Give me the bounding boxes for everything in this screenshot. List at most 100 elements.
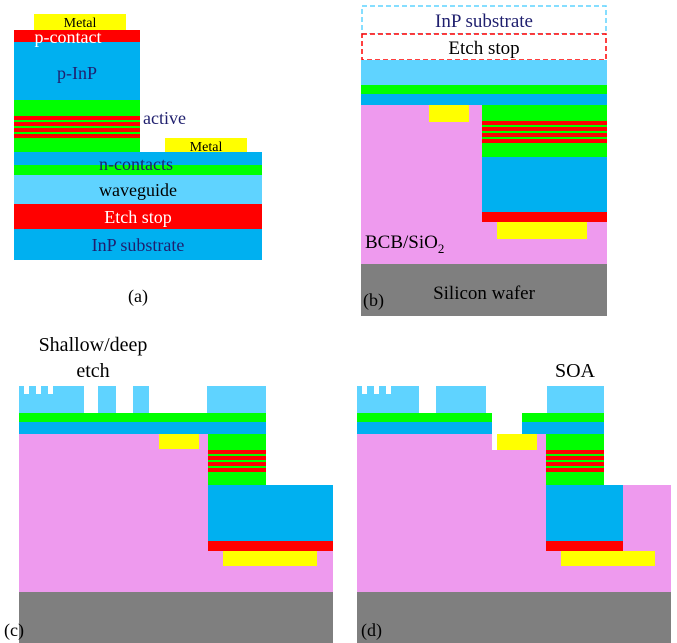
panel-d: SOA (d) [357,360,671,643]
soa-mqw-red-2 [546,456,604,460]
metal-pad-bottom [223,551,317,566]
soa-mqw-green-3 [546,466,604,468]
waveguide-layer [361,60,607,85]
waveguide-bar-mid2 [133,386,149,413]
caption-a: (a) [128,286,148,307]
active-green-top [14,100,140,116]
p-inp-layer [14,42,140,100]
shallow-etch-notch-3 [386,386,391,394]
etch-stop-label: Etch stop [448,38,519,59]
soa-label: SOA [555,360,596,382]
soa-mqw-green-2 [546,460,604,462]
active-green-bottom [14,138,140,152]
active-mqw-red-1 [14,116,140,120]
soa-mqw-red-2 [482,127,607,131]
inp-substrate-label: InP substrate [435,11,533,32]
inp-layer [361,94,607,105]
soa-mqw-red-3 [546,462,604,466]
caption-b: (b) [363,290,384,311]
active-label: active [143,108,186,128]
metal-top-label: Metal [64,16,97,31]
soa-green-top [208,434,266,450]
soa-p-contact [482,212,607,222]
metal-pad-small [497,434,537,450]
soa-p-contact [546,541,623,551]
waveguide-bar-mid1 [98,386,116,413]
metal-pad-small [159,434,199,449]
soa-green-bottom [546,472,604,485]
silicon-wafer [19,592,333,643]
panel-b: InP substrate Etch stop BCB/SiO2 Silicon… [361,5,607,316]
bcb-label-main: BCB/SiO [365,232,438,253]
panel-c: Shallow/deep etch (c) [4,334,333,643]
silicon-wafer-label: Silicon wafer [433,283,536,304]
n-contact-inp-layer [14,152,262,165]
waveguide-bar-mid [436,386,486,413]
soa-green-top [546,434,604,450]
waveguide-bar-soa [547,386,604,413]
shallow-etch-notch-3 [48,386,53,394]
p-inp-label: p-InP [57,63,97,83]
inp-layer [19,422,266,434]
silicon-wafer [357,592,671,643]
shallow-etch-notch-1 [362,386,367,394]
soa-mqw-red-2 [208,456,266,460]
soa-mqw-green-2 [482,131,607,133]
soa-mqw-red-3 [208,462,266,466]
metal-pad-bottom [497,222,587,239]
green-layer [19,413,266,422]
inp-layer-right [522,422,604,434]
soa-p-inp [208,485,333,541]
soa-p-contact [208,541,333,551]
p-contact-layer [14,30,140,42]
soa-mqw-red-1 [208,450,266,454]
metal-pad-small [429,105,469,122]
shallow-etch-notch-2 [374,386,379,394]
panel-a: Metal p-contact p-InP active Metal n-con… [14,14,262,307]
soa-mqw-green-1 [208,454,266,456]
p-contact-label: p-contact [35,27,102,47]
bcb-label-subscript: 2 [438,241,445,256]
etch-label-line1: Shallow/deep [39,334,148,356]
soa-p-inp [546,485,623,541]
metal-top-layer [34,14,126,30]
caption-c: (c) [4,620,24,641]
active-mqw-green-2 [14,126,140,128]
metal-pad-bottom [561,551,655,566]
etch-stop-label: Etch stop [104,207,172,227]
etch-stop-layer [14,204,262,229]
soa-green-bottom [208,472,266,485]
soa-mqw-green-3 [208,466,266,468]
n-contact-green-layer [14,165,262,175]
active-mqw-red-3 [14,128,140,132]
n-contacts-label: n-contacts [99,154,173,174]
waveguide-layer [14,175,262,204]
soa-mqw-red-4 [482,139,607,143]
soa-mqw-red-3 [482,133,607,137]
soa-mqw-red-4 [208,468,266,472]
soa-mqw-green-2 [208,460,266,462]
shallow-etch-notch-1 [24,386,29,394]
soa-mqw-red-1 [546,450,604,454]
bcb-layer [357,434,671,592]
active-mqw-red-2 [14,122,140,126]
active-mqw-red-4 [14,134,140,138]
caption-d: (d) [361,620,382,641]
green-layer-right [522,413,604,422]
soa-p-inp [482,157,607,212]
inp-substrate-layer [14,229,262,260]
waveguide-bar-soa [207,386,266,413]
soa-green-bottom [482,143,607,157]
active-mqw-green-1 [14,120,140,122]
soa-green-top [482,105,607,121]
soa-mqw-green-3 [482,137,607,139]
etch-label-line2: etch [76,360,109,382]
waveguide-label: waveguide [99,180,177,200]
inp-substrate-label: InP substrate [92,235,185,255]
silicon-wafer [361,264,607,316]
green-layer [361,85,607,94]
active-mqw-green-3 [14,132,140,134]
soa-mqw-green-1 [482,125,607,127]
soa-mqw-red-1 [482,121,607,125]
